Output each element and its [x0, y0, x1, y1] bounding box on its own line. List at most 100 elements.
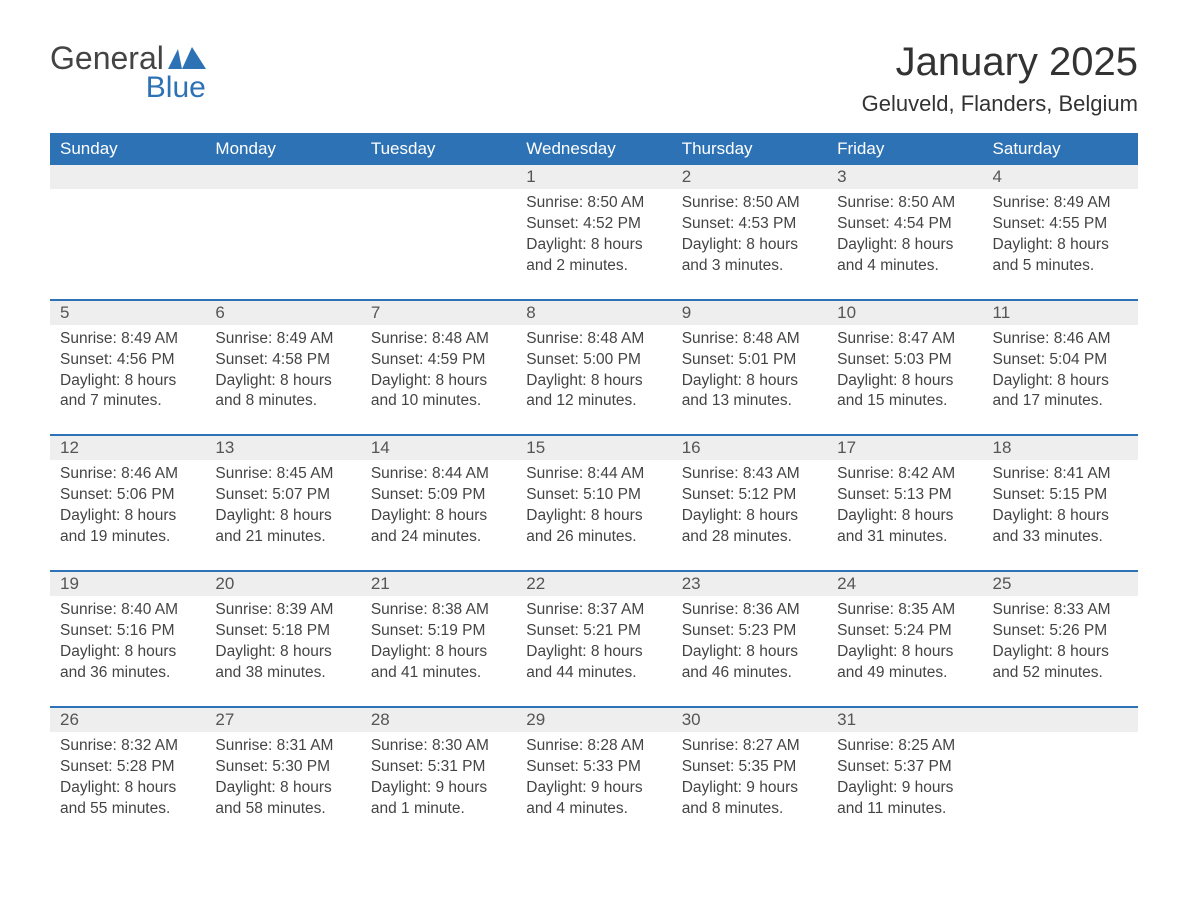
daylight-text: Daylight: 8 hours and 2 minutes. [526, 235, 661, 277]
day-details: Sunrise: 8:49 AMSunset: 4:56 PMDaylight:… [50, 325, 205, 413]
sunrise-text: Sunrise: 8:35 AM [837, 600, 972, 621]
calendar-week-row: 1Sunrise: 8:50 AMSunset: 4:52 PMDaylight… [50, 165, 1138, 300]
location-text: Geluveld, Flanders, Belgium [862, 91, 1138, 117]
daylight-text: Daylight: 8 hours and 44 minutes. [526, 642, 661, 684]
calendar-day-cell: 14Sunrise: 8:44 AMSunset: 5:09 PMDayligh… [361, 435, 516, 571]
header: General Blue January 2025 Geluveld, Flan… [50, 40, 1138, 123]
day-details: Sunrise: 8:28 AMSunset: 5:33 PMDaylight:… [516, 732, 671, 820]
sunset-text: Sunset: 5:28 PM [60, 757, 195, 778]
sunset-text: Sunset: 5:04 PM [993, 350, 1128, 371]
day-number: 7 [361, 301, 516, 325]
day-number: 5 [50, 301, 205, 325]
sunrise-text: Sunrise: 8:49 AM [215, 329, 350, 350]
sunrise-text: Sunrise: 8:48 AM [682, 329, 817, 350]
sunrise-text: Sunrise: 8:50 AM [526, 193, 661, 214]
sunset-text: Sunset: 5:09 PM [371, 485, 506, 506]
daylight-text: Daylight: 9 hours and 1 minute. [371, 778, 506, 820]
daylight-text: Daylight: 8 hours and 3 minutes. [682, 235, 817, 277]
sunset-text: Sunset: 5:21 PM [526, 621, 661, 642]
day-number [50, 165, 205, 189]
daylight-text: Daylight: 9 hours and 4 minutes. [526, 778, 661, 820]
calendar-table: SundayMondayTuesdayWednesdayThursdayFrid… [50, 133, 1138, 841]
day-number: 17 [827, 436, 982, 460]
day-number: 11 [983, 301, 1138, 325]
day-number: 23 [672, 572, 827, 596]
daylight-text: Daylight: 8 hours and 15 minutes. [837, 371, 972, 413]
daylight-text: Daylight: 8 hours and 17 minutes. [993, 371, 1128, 413]
calendar-day-cell [205, 165, 360, 300]
calendar-day-cell: 4Sunrise: 8:49 AMSunset: 4:55 PMDaylight… [983, 165, 1138, 300]
daylight-text: Daylight: 8 hours and 31 minutes. [837, 506, 972, 548]
daylight-text: Daylight: 8 hours and 46 minutes. [682, 642, 817, 684]
day-number: 31 [827, 708, 982, 732]
day-number: 20 [205, 572, 360, 596]
day-number: 16 [672, 436, 827, 460]
day-details: Sunrise: 8:30 AMSunset: 5:31 PMDaylight:… [361, 732, 516, 820]
day-number [361, 165, 516, 189]
sunset-text: Sunset: 4:56 PM [60, 350, 195, 371]
daylight-text: Daylight: 8 hours and 55 minutes. [60, 778, 195, 820]
day-details: Sunrise: 8:46 AMSunset: 5:06 PMDaylight:… [50, 460, 205, 548]
sunrise-text: Sunrise: 8:48 AM [526, 329, 661, 350]
sunrise-text: Sunrise: 8:32 AM [60, 736, 195, 757]
calendar-day-cell: 30Sunrise: 8:27 AMSunset: 5:35 PMDayligh… [672, 707, 827, 842]
day-details: Sunrise: 8:38 AMSunset: 5:19 PMDaylight:… [361, 596, 516, 684]
day-details: Sunrise: 8:44 AMSunset: 5:09 PMDaylight:… [361, 460, 516, 548]
title-block: January 2025 Geluveld, Flanders, Belgium [862, 40, 1138, 123]
daylight-text: Daylight: 8 hours and 13 minutes. [682, 371, 817, 413]
weekday-header: Sunday [50, 133, 205, 165]
weekday-header: Friday [827, 133, 982, 165]
day-number: 2 [672, 165, 827, 189]
day-details: Sunrise: 8:41 AMSunset: 5:15 PMDaylight:… [983, 460, 1138, 548]
page: General Blue January 2025 Geluveld, Flan… [0, 0, 1188, 891]
calendar-day-cell [983, 707, 1138, 842]
day-number: 3 [827, 165, 982, 189]
sunrise-text: Sunrise: 8:39 AM [215, 600, 350, 621]
day-details: Sunrise: 8:40 AMSunset: 5:16 PMDaylight:… [50, 596, 205, 684]
day-details: Sunrise: 8:50 AMSunset: 4:54 PMDaylight:… [827, 189, 982, 277]
sunrise-text: Sunrise: 8:46 AM [993, 329, 1128, 350]
daylight-text: Daylight: 8 hours and 12 minutes. [526, 371, 661, 413]
calendar-day-cell: 2Sunrise: 8:50 AMSunset: 4:53 PMDaylight… [672, 165, 827, 300]
sunset-text: Sunset: 5:06 PM [60, 485, 195, 506]
sunrise-text: Sunrise: 8:37 AM [526, 600, 661, 621]
day-number [983, 708, 1138, 732]
sunset-text: Sunset: 4:58 PM [215, 350, 350, 371]
calendar-day-cell: 31Sunrise: 8:25 AMSunset: 5:37 PMDayligh… [827, 707, 982, 842]
daylight-text: Daylight: 8 hours and 7 minutes. [60, 371, 195, 413]
daylight-text: Daylight: 8 hours and 10 minutes. [371, 371, 506, 413]
sunset-text: Sunset: 5:19 PM [371, 621, 506, 642]
day-number: 12 [50, 436, 205, 460]
weekday-header: Saturday [983, 133, 1138, 165]
sunrise-text: Sunrise: 8:28 AM [526, 736, 661, 757]
daylight-text: Daylight: 8 hours and 28 minutes. [682, 506, 817, 548]
calendar-day-cell: 1Sunrise: 8:50 AMSunset: 4:52 PMDaylight… [516, 165, 671, 300]
calendar-day-cell [50, 165, 205, 300]
calendar-day-cell: 23Sunrise: 8:36 AMSunset: 5:23 PMDayligh… [672, 571, 827, 707]
day-details: Sunrise: 8:49 AMSunset: 4:58 PMDaylight:… [205, 325, 360, 413]
day-number: 14 [361, 436, 516, 460]
day-details: Sunrise: 8:48 AMSunset: 5:01 PMDaylight:… [672, 325, 827, 413]
day-number: 28 [361, 708, 516, 732]
sunset-text: Sunset: 5:01 PM [682, 350, 817, 371]
daylight-text: Daylight: 8 hours and 36 minutes. [60, 642, 195, 684]
daylight-text: Daylight: 8 hours and 19 minutes. [60, 506, 195, 548]
calendar-week-row: 19Sunrise: 8:40 AMSunset: 5:16 PMDayligh… [50, 571, 1138, 707]
day-number: 4 [983, 165, 1138, 189]
sunrise-text: Sunrise: 8:43 AM [682, 464, 817, 485]
calendar-day-cell: 22Sunrise: 8:37 AMSunset: 5:21 PMDayligh… [516, 571, 671, 707]
sunset-text: Sunset: 5:03 PM [837, 350, 972, 371]
sunrise-text: Sunrise: 8:36 AM [682, 600, 817, 621]
day-number: 10 [827, 301, 982, 325]
sunset-text: Sunset: 5:35 PM [682, 757, 817, 778]
daylight-text: Daylight: 8 hours and 52 minutes. [993, 642, 1128, 684]
daylight-text: Daylight: 8 hours and 38 minutes. [215, 642, 350, 684]
daylight-text: Daylight: 8 hours and 41 minutes. [371, 642, 506, 684]
day-number: 21 [361, 572, 516, 596]
sunrise-text: Sunrise: 8:45 AM [215, 464, 350, 485]
weekday-header: Wednesday [516, 133, 671, 165]
day-details: Sunrise: 8:50 AMSunset: 4:52 PMDaylight:… [516, 189, 671, 277]
sunset-text: Sunset: 5:13 PM [837, 485, 972, 506]
sunset-text: Sunset: 4:54 PM [837, 214, 972, 235]
sunrise-text: Sunrise: 8:40 AM [60, 600, 195, 621]
